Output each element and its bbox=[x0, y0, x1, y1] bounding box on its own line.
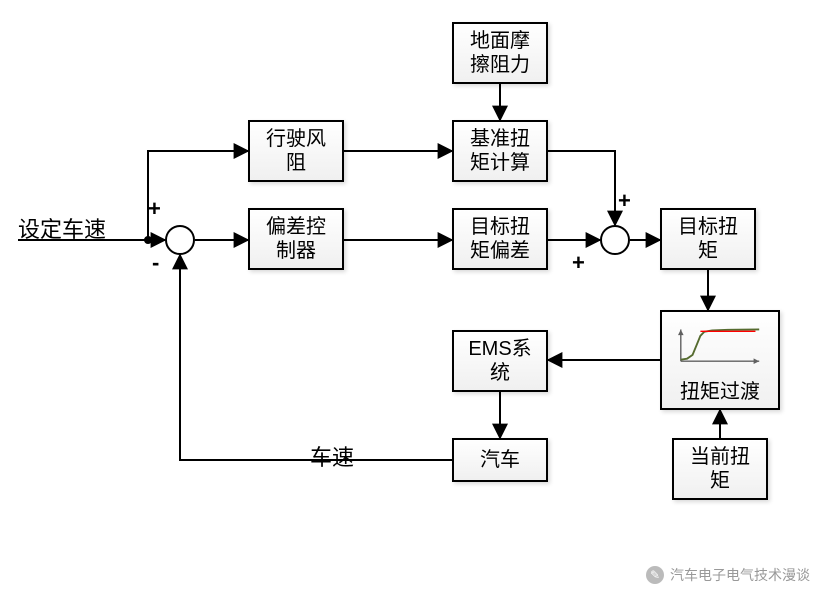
block-wind-resistance: 行驶风阻 bbox=[248, 120, 344, 182]
block-base-torque-calc: 基准扭矩计算 bbox=[452, 120, 548, 182]
watermark: ✎ 汽车电子电气技术漫谈 bbox=[646, 565, 810, 585]
vehicle-speed-label: 车速 bbox=[310, 440, 354, 472]
block-target-torque-deviation: 目标扭矩偏差 bbox=[452, 208, 548, 270]
watermark-icon: ✎ bbox=[646, 566, 664, 584]
edges-layer bbox=[0, 0, 828, 599]
block-deviation-controller: 偏差控制器 bbox=[248, 208, 344, 270]
sign-minus-1: - bbox=[152, 250, 159, 276]
set-speed-label: 设定车速 bbox=[18, 212, 106, 244]
block-label: 偏差控制器 bbox=[266, 215, 326, 263]
block-ems-system: EMS系统 bbox=[452, 330, 548, 392]
block-label: 地面摩擦阻力 bbox=[470, 29, 530, 77]
sum-junction-2 bbox=[600, 225, 630, 255]
block-label: 目标扭矩 bbox=[678, 215, 738, 263]
block-label: 当前扭矩 bbox=[690, 445, 750, 493]
sign-plus-1: + bbox=[148, 196, 161, 222]
sign-plus-2: + bbox=[618, 188, 631, 214]
mini-plot-icon bbox=[670, 322, 770, 378]
block-torque-transition: 扭矩过渡 bbox=[660, 310, 780, 410]
block-label: 目标扭矩偏差 bbox=[470, 215, 530, 263]
diagram-canvas: 设定车速 车速 + - + + 行驶风阻 偏差控制器 地面摩擦阻力 基准扭矩计算… bbox=[0, 0, 828, 599]
block-label: 基准扭矩计算 bbox=[470, 127, 530, 175]
block-current-torque: 当前扭矩 bbox=[672, 438, 768, 500]
block-ground-friction: 地面摩擦阻力 bbox=[452, 22, 548, 84]
sum-junction-1 bbox=[165, 225, 195, 255]
block-label: 行驶风阻 bbox=[266, 127, 326, 175]
sign-plus-3: + bbox=[572, 250, 585, 276]
block-label: 扭矩过渡 bbox=[680, 380, 760, 404]
block-label: 汽车 bbox=[480, 448, 520, 472]
block-label: EMS系统 bbox=[468, 337, 531, 385]
block-vehicle: 汽车 bbox=[452, 438, 548, 482]
watermark-text: 汽车电子电气技术漫谈 bbox=[670, 565, 810, 585]
block-target-torque: 目标扭矩 bbox=[660, 208, 756, 270]
